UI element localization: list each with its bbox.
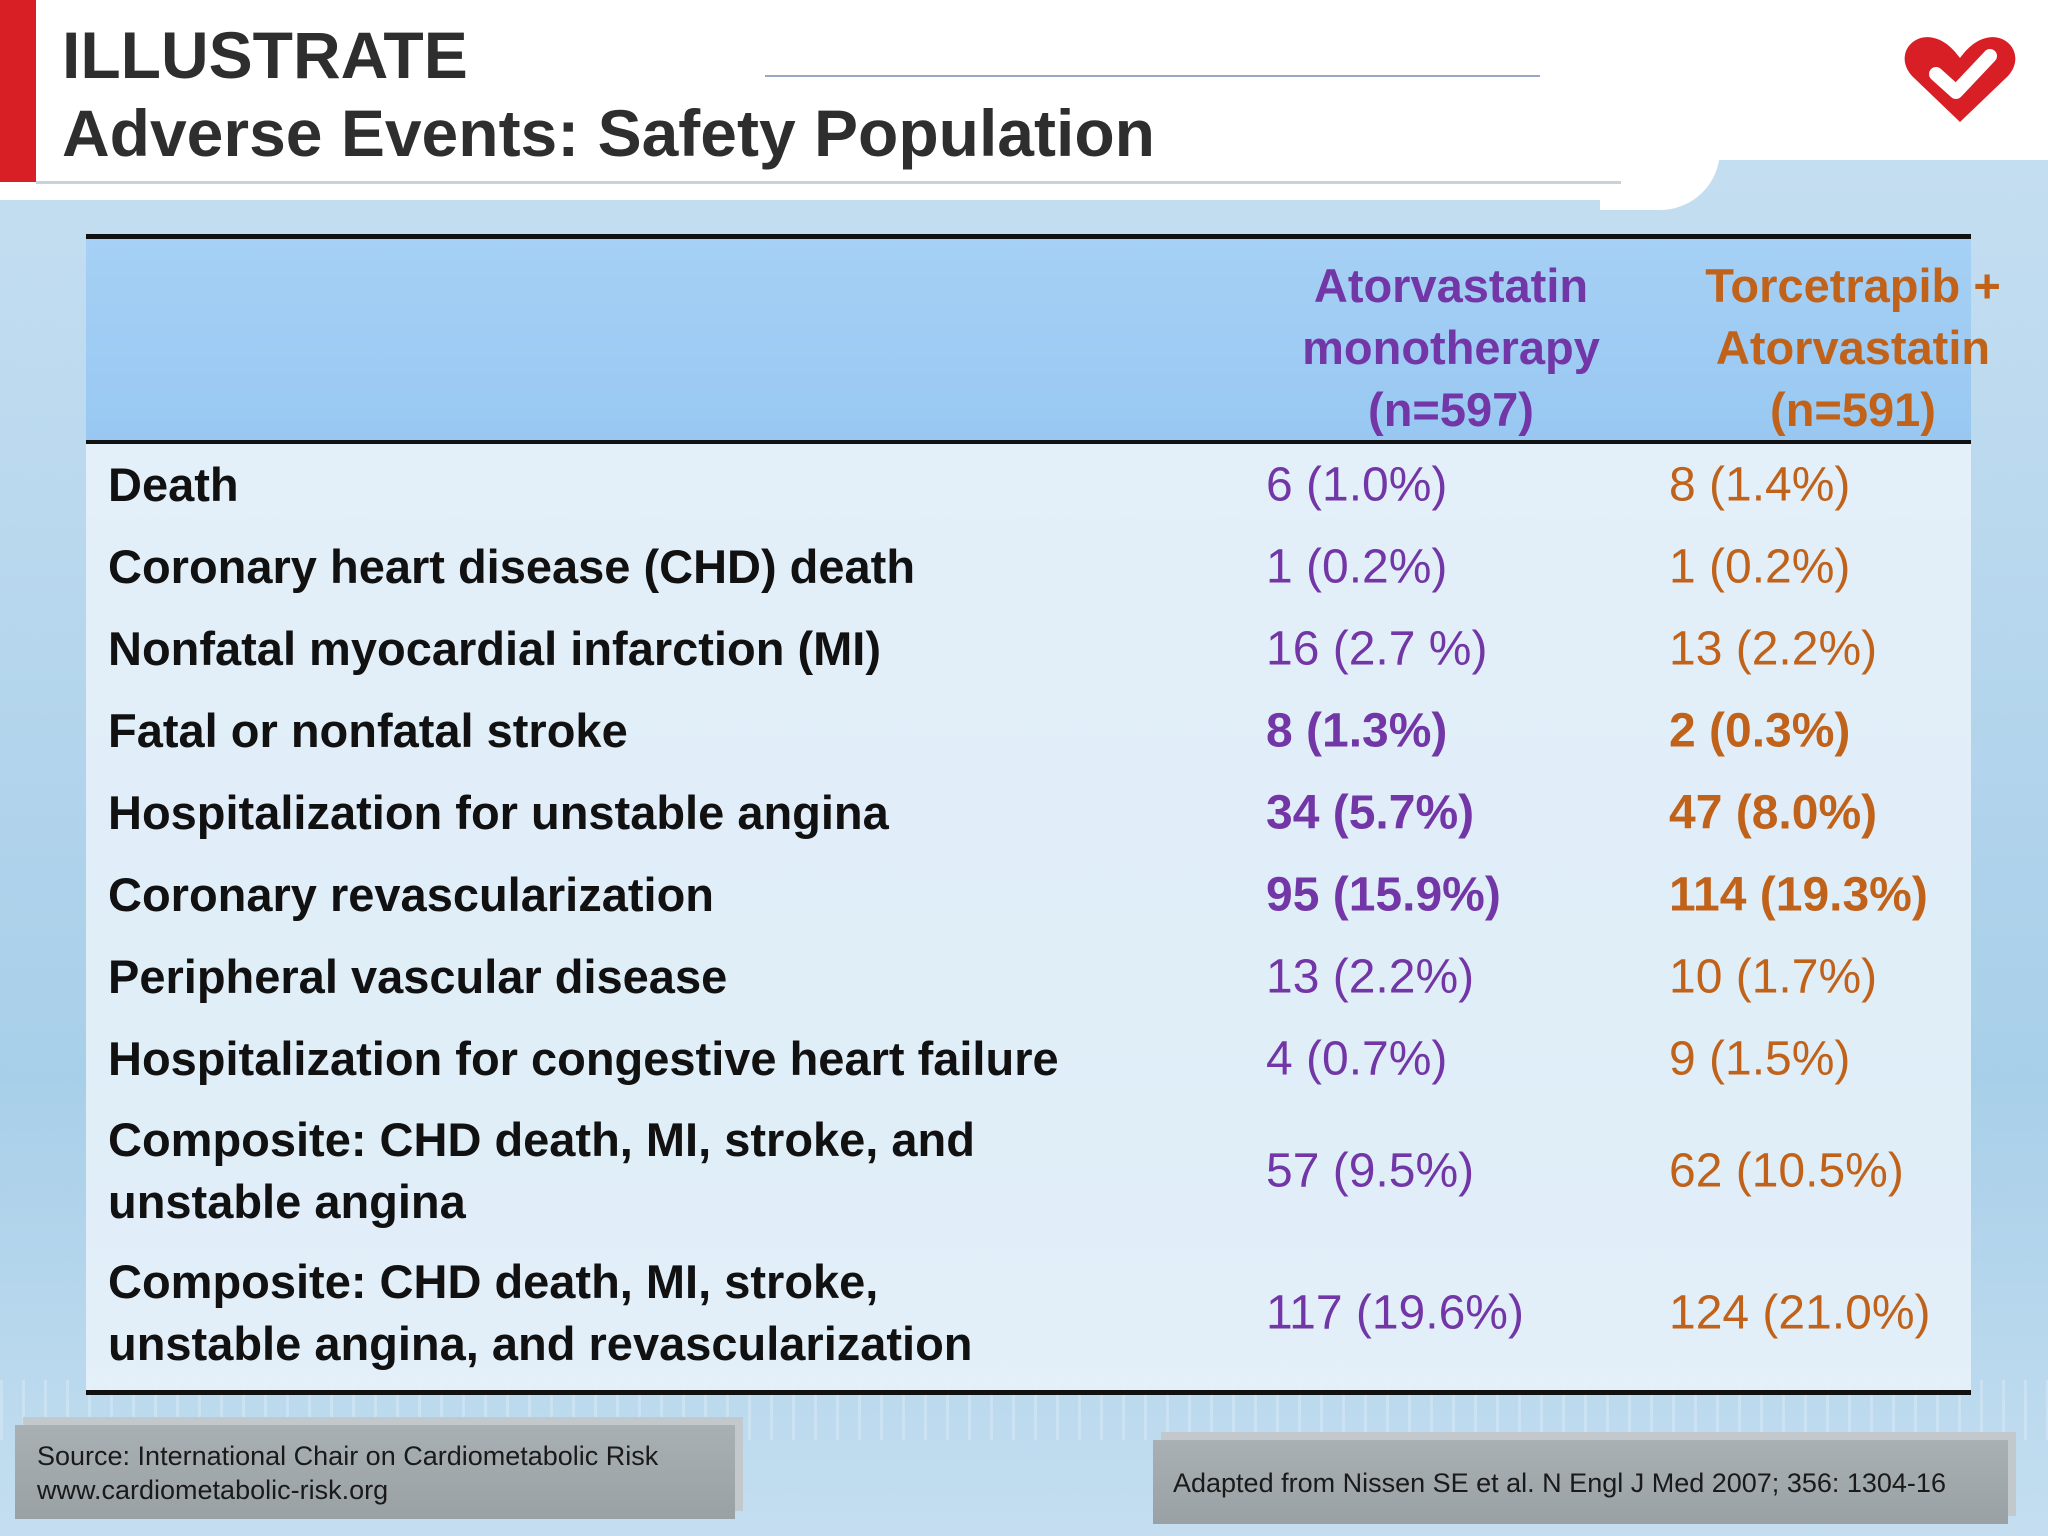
atorvastatin-value: 16 (2.7 %) (1266, 622, 1488, 676)
row-label: Coronary revascularization (108, 868, 714, 921)
atorvastatin-value: 117 (19.6%) (1266, 1286, 1524, 1340)
source-url: www.cardiometabolic-risk.org (37, 1475, 389, 1505)
atorvastatin-value: 1 (0.2%) (1266, 540, 1448, 594)
column-header-torcetrapib: Torcetrapib + Atorvastatin (n=591) (1705, 259, 2001, 436)
source-text: Source: International Chair on Cardiomet… (37, 1441, 659, 1471)
table-row: Coronary heart disease (CHD) death 1 (0.2… (86, 526, 1971, 608)
row-label: Peripheral vascular disease (108, 950, 728, 1003)
torcetrapib-value: 2 (0.3%) (1669, 704, 1851, 758)
atorvastatin-value: 34 (5.7%) (1266, 786, 1475, 840)
atorvastatin-value: 13 (2.2%) (1266, 950, 1475, 1004)
row-label: Nonfatal myocardial infarction (MI) (108, 622, 881, 675)
atorvastatin-value: 4 (0.7%) (1266, 1032, 1448, 1086)
row-label: Composite: CHD death, MI, stroke, unstabl… (108, 1255, 973, 1370)
table-row: Composite: CHD death, MI, stroke, and uns… (86, 1100, 1971, 1242)
torcetrapib-value: 9 (1.5%) (1669, 1032, 1851, 1086)
row-label: Hospitalization for unstable angina (108, 786, 889, 839)
row-label: Coronary heart disease (CHD) death (108, 540, 916, 593)
table-row: Hospitalization for congestive heart fai… (86, 1018, 1971, 1100)
atorvastatin-value: 95 (15.9%) (1266, 868, 1501, 922)
slide-header-curve (1600, 150, 1720, 210)
torcetrapib-value: 8 (1.4%) (1669, 458, 1851, 512)
table-row: Nonfatal myocardial infarction (MI) 16 (2… (86, 608, 1971, 690)
table-body: Death 6 (1.0%) 8 (1.4%) Coronary heart dise… (86, 444, 1971, 1390)
torcetrapib-value: 62 (10.5%) (1669, 1144, 1904, 1198)
row-label: Death (108, 458, 239, 511)
table-row: Coronary revascularization 95 (15.9%) 114 … (86, 854, 1971, 936)
torcetrapib-value: 10 (1.7%) (1669, 950, 1878, 1004)
torcetrapib-value: 1 (0.2%) (1669, 540, 1851, 594)
atorvastatin-value: 57 (9.5%) (1266, 1144, 1475, 1198)
source-box: Source: International Chair on Cardiomet… (15, 1425, 735, 1519)
accent-bar (0, 0, 36, 182)
table-row: Death 6 (1.0%) 8 (1.4%) (86, 444, 1971, 526)
torcetrapib-value: 47 (8.0%) (1669, 786, 1878, 840)
row-label: Composite: CHD death, MI, stroke, and uns… (108, 1113, 975, 1228)
table-row: Peripheral vascular disease 13 (2.2%) 10 (… (86, 936, 1971, 1018)
slide-subtitle: Adverse Events: Safety Population (62, 96, 1155, 170)
slide-title: ILLUSTRATE (62, 18, 468, 92)
torcetrapib-value: 114 (19.3%) (1669, 868, 1928, 922)
torcetrapib-value: 13 (2.2%) (1669, 622, 1878, 676)
row-label: Hospitalization for congestive heart fai… (108, 1032, 1059, 1085)
slide-header (0, 0, 1625, 200)
citation-text: Adapted from Nissen SE et al. N Engl J M… (1173, 1468, 1946, 1498)
heart-check-icon (1904, 37, 2016, 122)
header-divider (36, 181, 1621, 184)
table-row: Fatal or nonfatal stroke 8 (1.3%) 2 (0.3%) (86, 690, 1971, 772)
table-row: Hospitalization for unstable angina 34 (5… (86, 772, 1971, 854)
column-header-atorvastatin: Atorvastatin monotherapy (n=597) (1302, 259, 1600, 436)
atorvastatin-value: 6 (1.0%) (1266, 458, 1448, 512)
header-rule (765, 75, 1540, 77)
table-row: Composite: CHD death, MI, stroke, unstabl… (86, 1242, 1971, 1384)
row-label: Fatal or nonfatal stroke (108, 704, 628, 757)
adverse-events-table: Atorvastatin monotherapy (n=597) Torcetr… (86, 234, 2001, 1395)
citation-box: Adapted from Nissen SE et al. N Engl J M… (1153, 1440, 2008, 1524)
table-header: Atorvastatin monotherapy (n=597) Torcetr… (86, 239, 2001, 444)
torcetrapib-value: 124 (21.0%) (1669, 1286, 1931, 1340)
atorvastatin-value: 8 (1.3%) (1266, 704, 1448, 758)
